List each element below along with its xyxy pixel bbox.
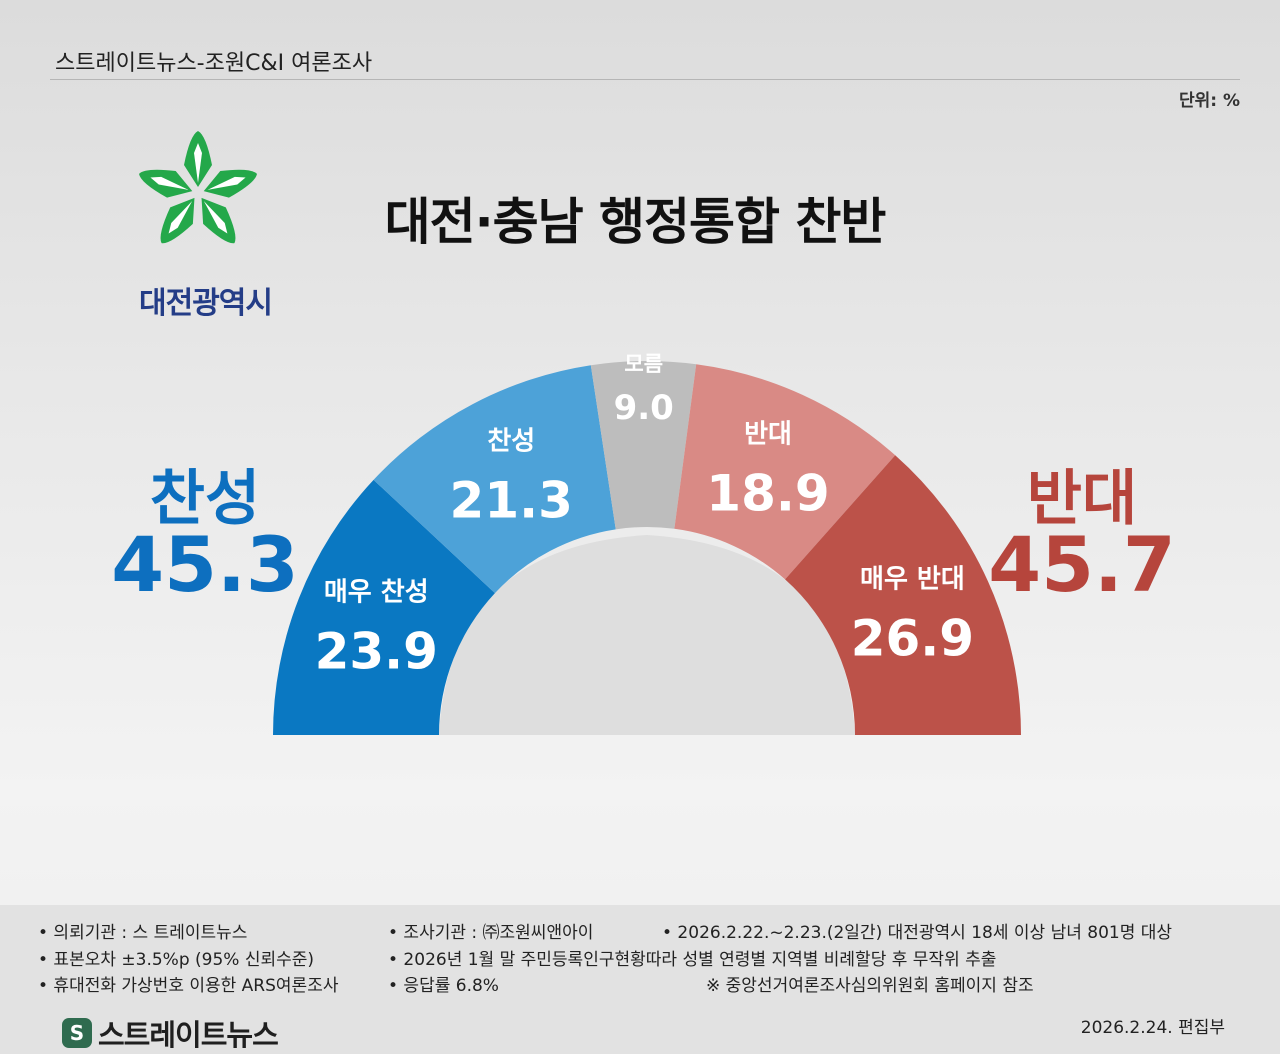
header-divider [50,79,1240,80]
slice-value-1: 23.9 [315,622,438,680]
unit-label: 단위: % [1178,91,1240,111]
daejeon-city-emblem-icon [139,131,257,244]
brand-logo: S 스트레이트뉴스 [62,1012,279,1054]
city-name: 대전광역시 [139,286,273,321]
note-method: • 휴대전화 가상번호 이용한 ARS여론조사 [38,976,339,996]
brand-name: 스트레이트뉴스 [98,1018,279,1052]
source-title: 스트레이트뉴스-조원C&I 여론조사 [55,51,373,76]
publish-date: 2026.2.24. 편집부 [1080,1018,1225,1038]
inner-shadow [439,535,855,735]
note-sampling: • 2026년 1월 말 주민등록인구현황따라 성별 연령별 지역별 비례할당 … [388,950,997,970]
slice-2 [373,365,616,594]
note-period: • 2026.2.22.~2.23.(2일간) 대전광역시 18세 이상 남녀 … [662,923,1173,943]
slice-label-5: 매우 반대 [860,565,965,595]
chart-title: 대전·충남 행정통합 찬반 [384,193,887,251]
slice-label-1: 매우 찬성 [324,577,429,607]
slice-1 [273,479,495,735]
slice-3 [590,361,697,530]
oppose-total-value: 45.7 [988,520,1176,609]
note-response-rate: • 응답률 6.8% [388,976,499,996]
support-total-label: 찬성 [149,464,261,534]
slice-4 [674,364,896,580]
slice-label-3: 모름 [624,352,663,376]
support-total-value: 45.3 [111,520,299,609]
oppose-total-label: 반대 [1026,464,1138,534]
slice-value-2: 21.3 [450,472,573,530]
note-margin: • 표본오차 ±3.5%p (95% 신뢰수준) [38,950,315,970]
note-agency: • 조사기관 : ㈜조원씨앤아이 [388,923,594,943]
note-client: • 의뢰기관 : 스 트레이트뉴스 [38,923,248,943]
survey-notes-panel [0,905,1280,1054]
slice-label-2: 찬성 [487,427,535,457]
slice-value-4: 18.9 [706,464,829,522]
half-donut-chart: 매우 찬성 23.9 찬성 21.3 모름 9.0 반대 18.9 매우 반대 26.9 [273,352,1021,735]
straight-news-logo-icon: S [62,1018,92,1048]
slice-5 [785,455,1021,735]
note-reference: ※ 중앙선거여론조사심의위원회 홈페이지 참조 [706,976,1034,996]
slice-value-5: 26.9 [851,610,974,668]
slice-label-4: 반대 [744,419,792,449]
slice-value-3: 9.0 [614,388,674,428]
